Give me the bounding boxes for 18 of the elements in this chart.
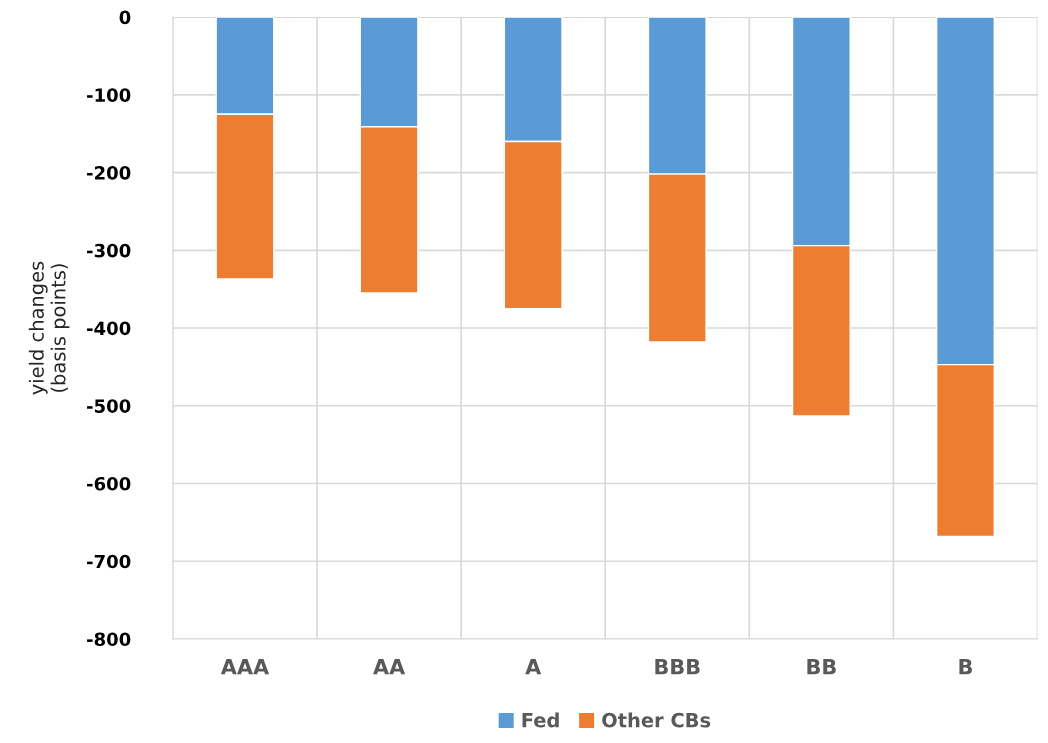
y-tick-label: 0 (119, 10, 131, 25)
y-tick-label: -600 (87, 476, 131, 491)
y-tick-label: -300 (87, 243, 131, 258)
y-tick-label: -100 (87, 88, 131, 102)
y-tick-label: -200 (87, 166, 131, 180)
x-tick-label: BBB (655, 659, 700, 675)
x-tick-label: B (959, 659, 972, 675)
legend-label: Other CBs (602, 712, 711, 728)
y-tick-label: -700 (87, 554, 131, 569)
y-tick-label: -400 (87, 321, 131, 336)
legend-label: Fed (522, 712, 559, 728)
x-tick-label: A (525, 659, 542, 675)
y-tick-label: -800 (87, 632, 131, 647)
x-tick-label: BB (807, 659, 836, 675)
x-tick-label: AAA (220, 659, 270, 675)
y-tick-label: -500 (87, 399, 131, 413)
x-tick-label: AA (373, 659, 406, 675)
y-axis-title: yield changes (basis points) (28, 261, 70, 395)
